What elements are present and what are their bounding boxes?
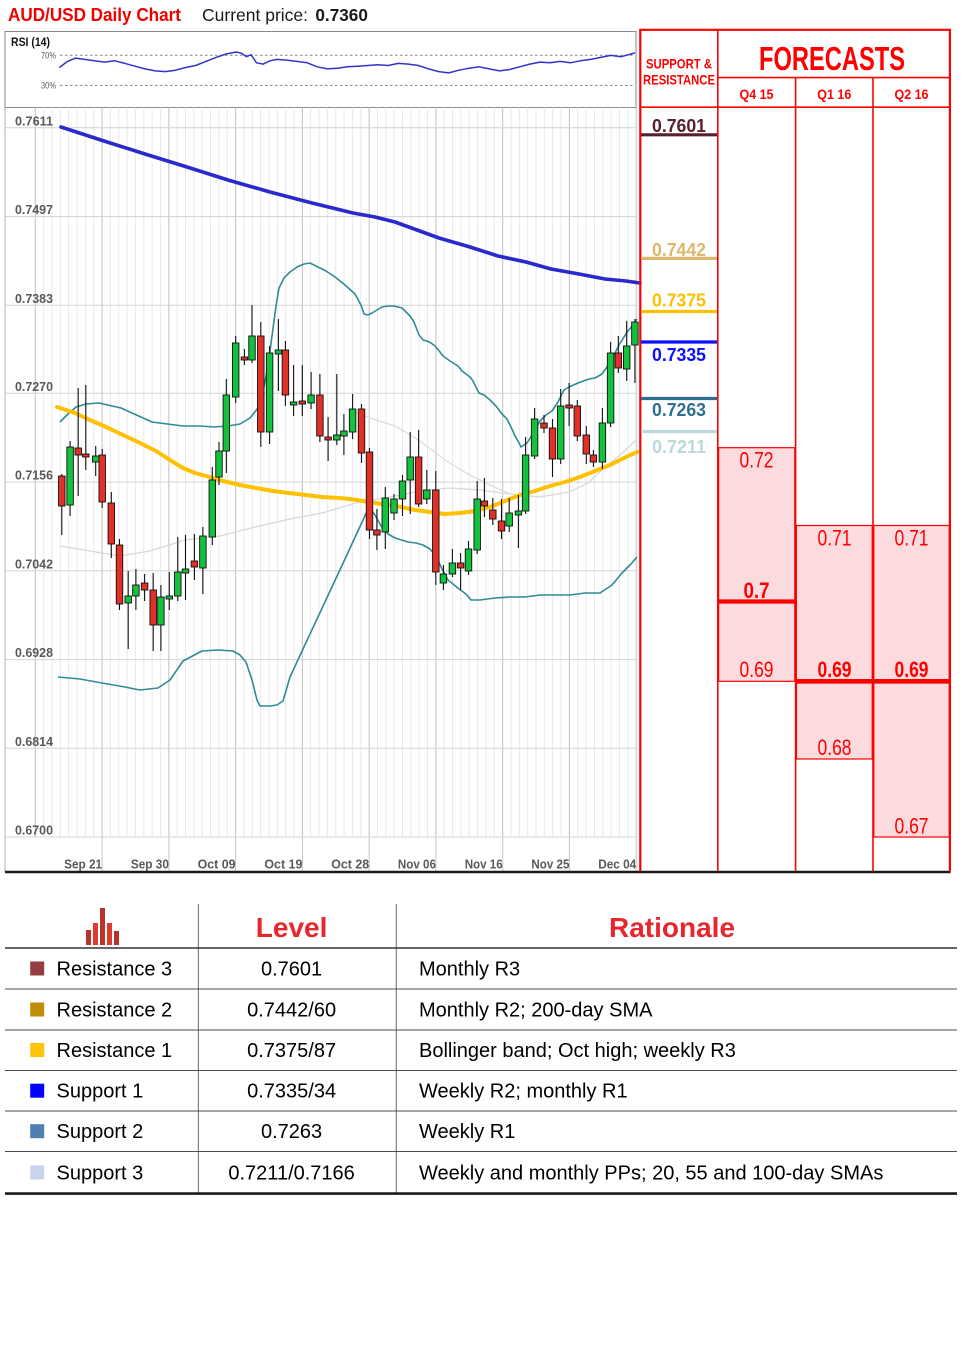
svg-text:0.7: 0.7	[744, 578, 770, 603]
svg-text:0.7497: 0.7497	[15, 203, 53, 217]
svg-text:Rationale: Rationale	[609, 912, 735, 943]
svg-text:0.7375/87: 0.7375/87	[247, 1040, 336, 1062]
svg-text:Current price:: Current price:	[202, 5, 308, 25]
svg-text:Q1 16: Q1 16	[817, 87, 851, 102]
svg-text:0.7375: 0.7375	[652, 290, 706, 311]
svg-text:0.6700: 0.6700	[15, 824, 53, 838]
svg-text:RSI (14): RSI (14)	[11, 35, 50, 49]
svg-text:Oct 19: Oct 19	[264, 858, 302, 872]
svg-text:0.69: 0.69	[740, 657, 774, 682]
svg-text:0.7263: 0.7263	[652, 399, 706, 420]
svg-text:0.7211/0.7166: 0.7211/0.7166	[228, 1162, 354, 1184]
svg-text:0.7360: 0.7360	[315, 5, 368, 25]
svg-text:0.7335: 0.7335	[652, 344, 706, 365]
svg-text:0.69: 0.69	[895, 657, 929, 682]
svg-text:0.7211: 0.7211	[652, 436, 706, 457]
svg-text:Oct 28: Oct 28	[331, 858, 369, 872]
svg-text:0.6814: 0.6814	[15, 735, 53, 749]
svg-text:30%: 30%	[41, 81, 56, 91]
svg-text:Nov 06: Nov 06	[398, 858, 436, 872]
svg-text:Weekly and monthly PPs; 20, 55: Weekly and monthly PPs; 20, 55 and 100-d…	[419, 1162, 883, 1184]
svg-text:0.72: 0.72	[740, 448, 774, 473]
svg-text:Q4 15: Q4 15	[740, 87, 774, 102]
svg-text:Monthly R3: Monthly R3	[419, 959, 520, 981]
svg-text:Dec 04: Dec 04	[598, 858, 636, 872]
svg-text:Nov 25: Nov 25	[531, 858, 569, 872]
svg-text:70%: 70%	[41, 51, 56, 61]
svg-text:RESISTANCE: RESISTANCE	[643, 72, 715, 88]
svg-text:0.7270: 0.7270	[15, 380, 53, 394]
svg-text:0.68: 0.68	[818, 735, 852, 760]
svg-text:Support 3: Support 3	[57, 1162, 144, 1184]
svg-text:AUD/USD Daily Chart: AUD/USD Daily Chart	[8, 5, 181, 25]
svg-text:Q2 16: Q2 16	[895, 87, 929, 102]
svg-text:0.7601: 0.7601	[261, 959, 322, 981]
svg-text:0.7442/60: 0.7442/60	[247, 1000, 336, 1022]
svg-text:0.7042: 0.7042	[15, 557, 53, 571]
svg-text:Nov 16: Nov 16	[465, 858, 503, 872]
svg-text:Resistance 3: Resistance 3	[57, 959, 173, 981]
svg-text:0.71: 0.71	[818, 526, 852, 551]
svg-text:Resistance 1: Resistance 1	[57, 1040, 173, 1062]
svg-text:Weekly R1: Weekly R1	[419, 1121, 515, 1143]
svg-text:0.7442: 0.7442	[652, 239, 706, 260]
svg-text:Level: Level	[256, 912, 328, 943]
svg-text:0.7263: 0.7263	[261, 1121, 322, 1143]
svg-text:0.69: 0.69	[818, 657, 852, 682]
svg-text:Support 1: Support 1	[57, 1081, 144, 1103]
svg-text:Oct 09: Oct 09	[198, 858, 236, 872]
svg-text:Sep 21: Sep 21	[64, 858, 102, 872]
svg-text:Sep 30: Sep 30	[131, 858, 169, 872]
svg-text:0.7156: 0.7156	[15, 469, 53, 483]
svg-text:SUPPORT &: SUPPORT &	[646, 56, 712, 72]
svg-text:FORECASTS: FORECASTS	[759, 40, 905, 77]
svg-text:0.7611: 0.7611	[15, 114, 53, 128]
svg-text:Resistance 2: Resistance 2	[57, 1000, 173, 1022]
svg-text:Weekly R2; monthly R1: Weekly R2; monthly R1	[419, 1081, 628, 1103]
svg-text:0.71: 0.71	[895, 526, 929, 551]
svg-text:0.6928: 0.6928	[15, 646, 53, 660]
svg-text:Support 2: Support 2	[57, 1121, 144, 1143]
svg-text:Bollinger band; Oct high; week: Bollinger band; Oct high; weekly R3	[419, 1040, 736, 1062]
svg-text:0.7601: 0.7601	[652, 115, 706, 136]
svg-text:Monthly R2; 200-day SMA: Monthly R2; 200-day SMA	[419, 1000, 653, 1022]
svg-text:0.7383: 0.7383	[15, 292, 53, 306]
svg-text:0.67: 0.67	[895, 814, 929, 839]
svg-text:0.7335/34: 0.7335/34	[247, 1081, 336, 1103]
